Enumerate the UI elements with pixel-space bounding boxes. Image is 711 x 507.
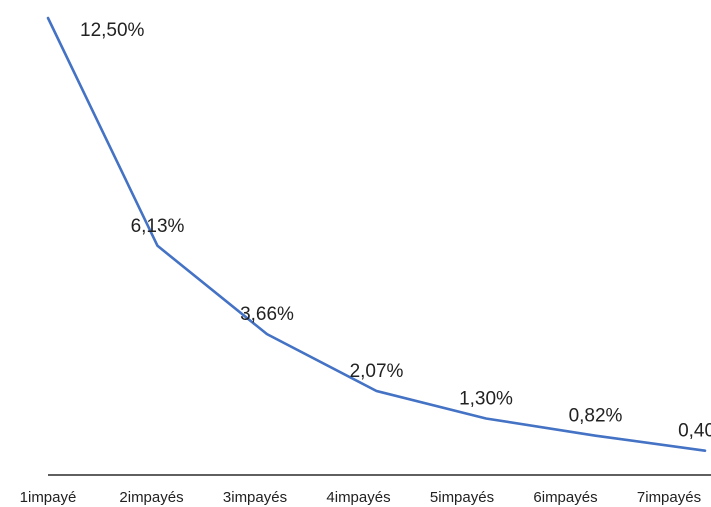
data-labels: 12,50% 6,13% 3,66% 2,07% 1,30% 0,82% 0,40% bbox=[80, 20, 711, 442]
data-label-6: 0,82% bbox=[569, 406, 623, 427]
x-tick-label-4: 4impayés bbox=[326, 489, 390, 506]
x-tick-label-1: 1impayé bbox=[20, 489, 77, 506]
x-tick-label-6: 6impayés bbox=[533, 489, 597, 506]
x-tick-labels: 1impayé 2impayés 3impayés 4impayés 5impayés 6… bbox=[20, 489, 701, 506]
x-tick-label-5: 5impayés bbox=[430, 489, 494, 506]
x-tick-label-2: 2impayés bbox=[119, 489, 183, 506]
data-label-7: 0,40% bbox=[678, 421, 711, 442]
data-label-3: 3,66% bbox=[240, 304, 294, 325]
data-label-4: 2,07% bbox=[350, 361, 404, 382]
data-label-5: 1,30% bbox=[459, 389, 513, 410]
series-line bbox=[46, 16, 707, 453]
data-label-2: 6,13% bbox=[131, 216, 185, 237]
x-tick-label-7: 7impayés bbox=[637, 489, 701, 506]
data-label-1: 12,50% bbox=[80, 20, 145, 41]
x-tick-label-3: 3impayés bbox=[223, 489, 287, 506]
